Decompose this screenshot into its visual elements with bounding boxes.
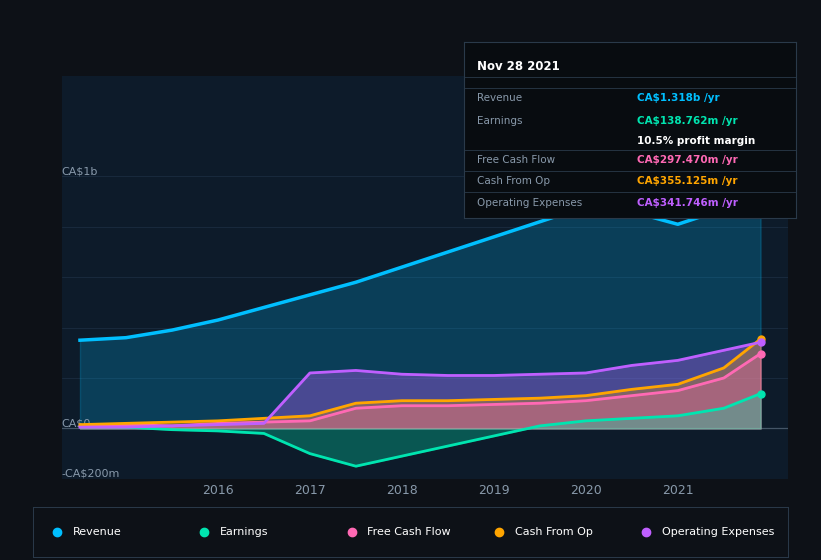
Text: Earnings: Earnings (220, 527, 268, 537)
Text: CA$341.746m /yr: CA$341.746m /yr (637, 198, 737, 208)
Text: -CA$200m: -CA$200m (62, 469, 120, 479)
Text: Free Cash Flow: Free Cash Flow (477, 155, 555, 165)
Text: Nov 28 2021: Nov 28 2021 (477, 60, 560, 73)
Text: Operating Expenses: Operating Expenses (662, 527, 774, 537)
Text: CA$0: CA$0 (62, 418, 91, 428)
Text: CA$1.318b /yr: CA$1.318b /yr (637, 94, 719, 104)
Text: Cash From Op: Cash From Op (515, 527, 593, 537)
Text: Cash From Op: Cash From Op (477, 176, 550, 186)
Text: CA$1b: CA$1b (62, 166, 98, 176)
Text: 10.5% profit margin: 10.5% profit margin (637, 136, 755, 146)
Text: CA$355.125m /yr: CA$355.125m /yr (637, 176, 737, 186)
Text: CA$138.762m /yr: CA$138.762m /yr (637, 116, 737, 127)
Text: Operating Expenses: Operating Expenses (477, 198, 582, 208)
Text: CA$297.470m /yr: CA$297.470m /yr (637, 155, 737, 165)
Text: Free Cash Flow: Free Cash Flow (368, 527, 451, 537)
Text: Revenue: Revenue (73, 527, 122, 537)
Text: Earnings: Earnings (477, 116, 523, 127)
Text: Revenue: Revenue (477, 94, 522, 104)
